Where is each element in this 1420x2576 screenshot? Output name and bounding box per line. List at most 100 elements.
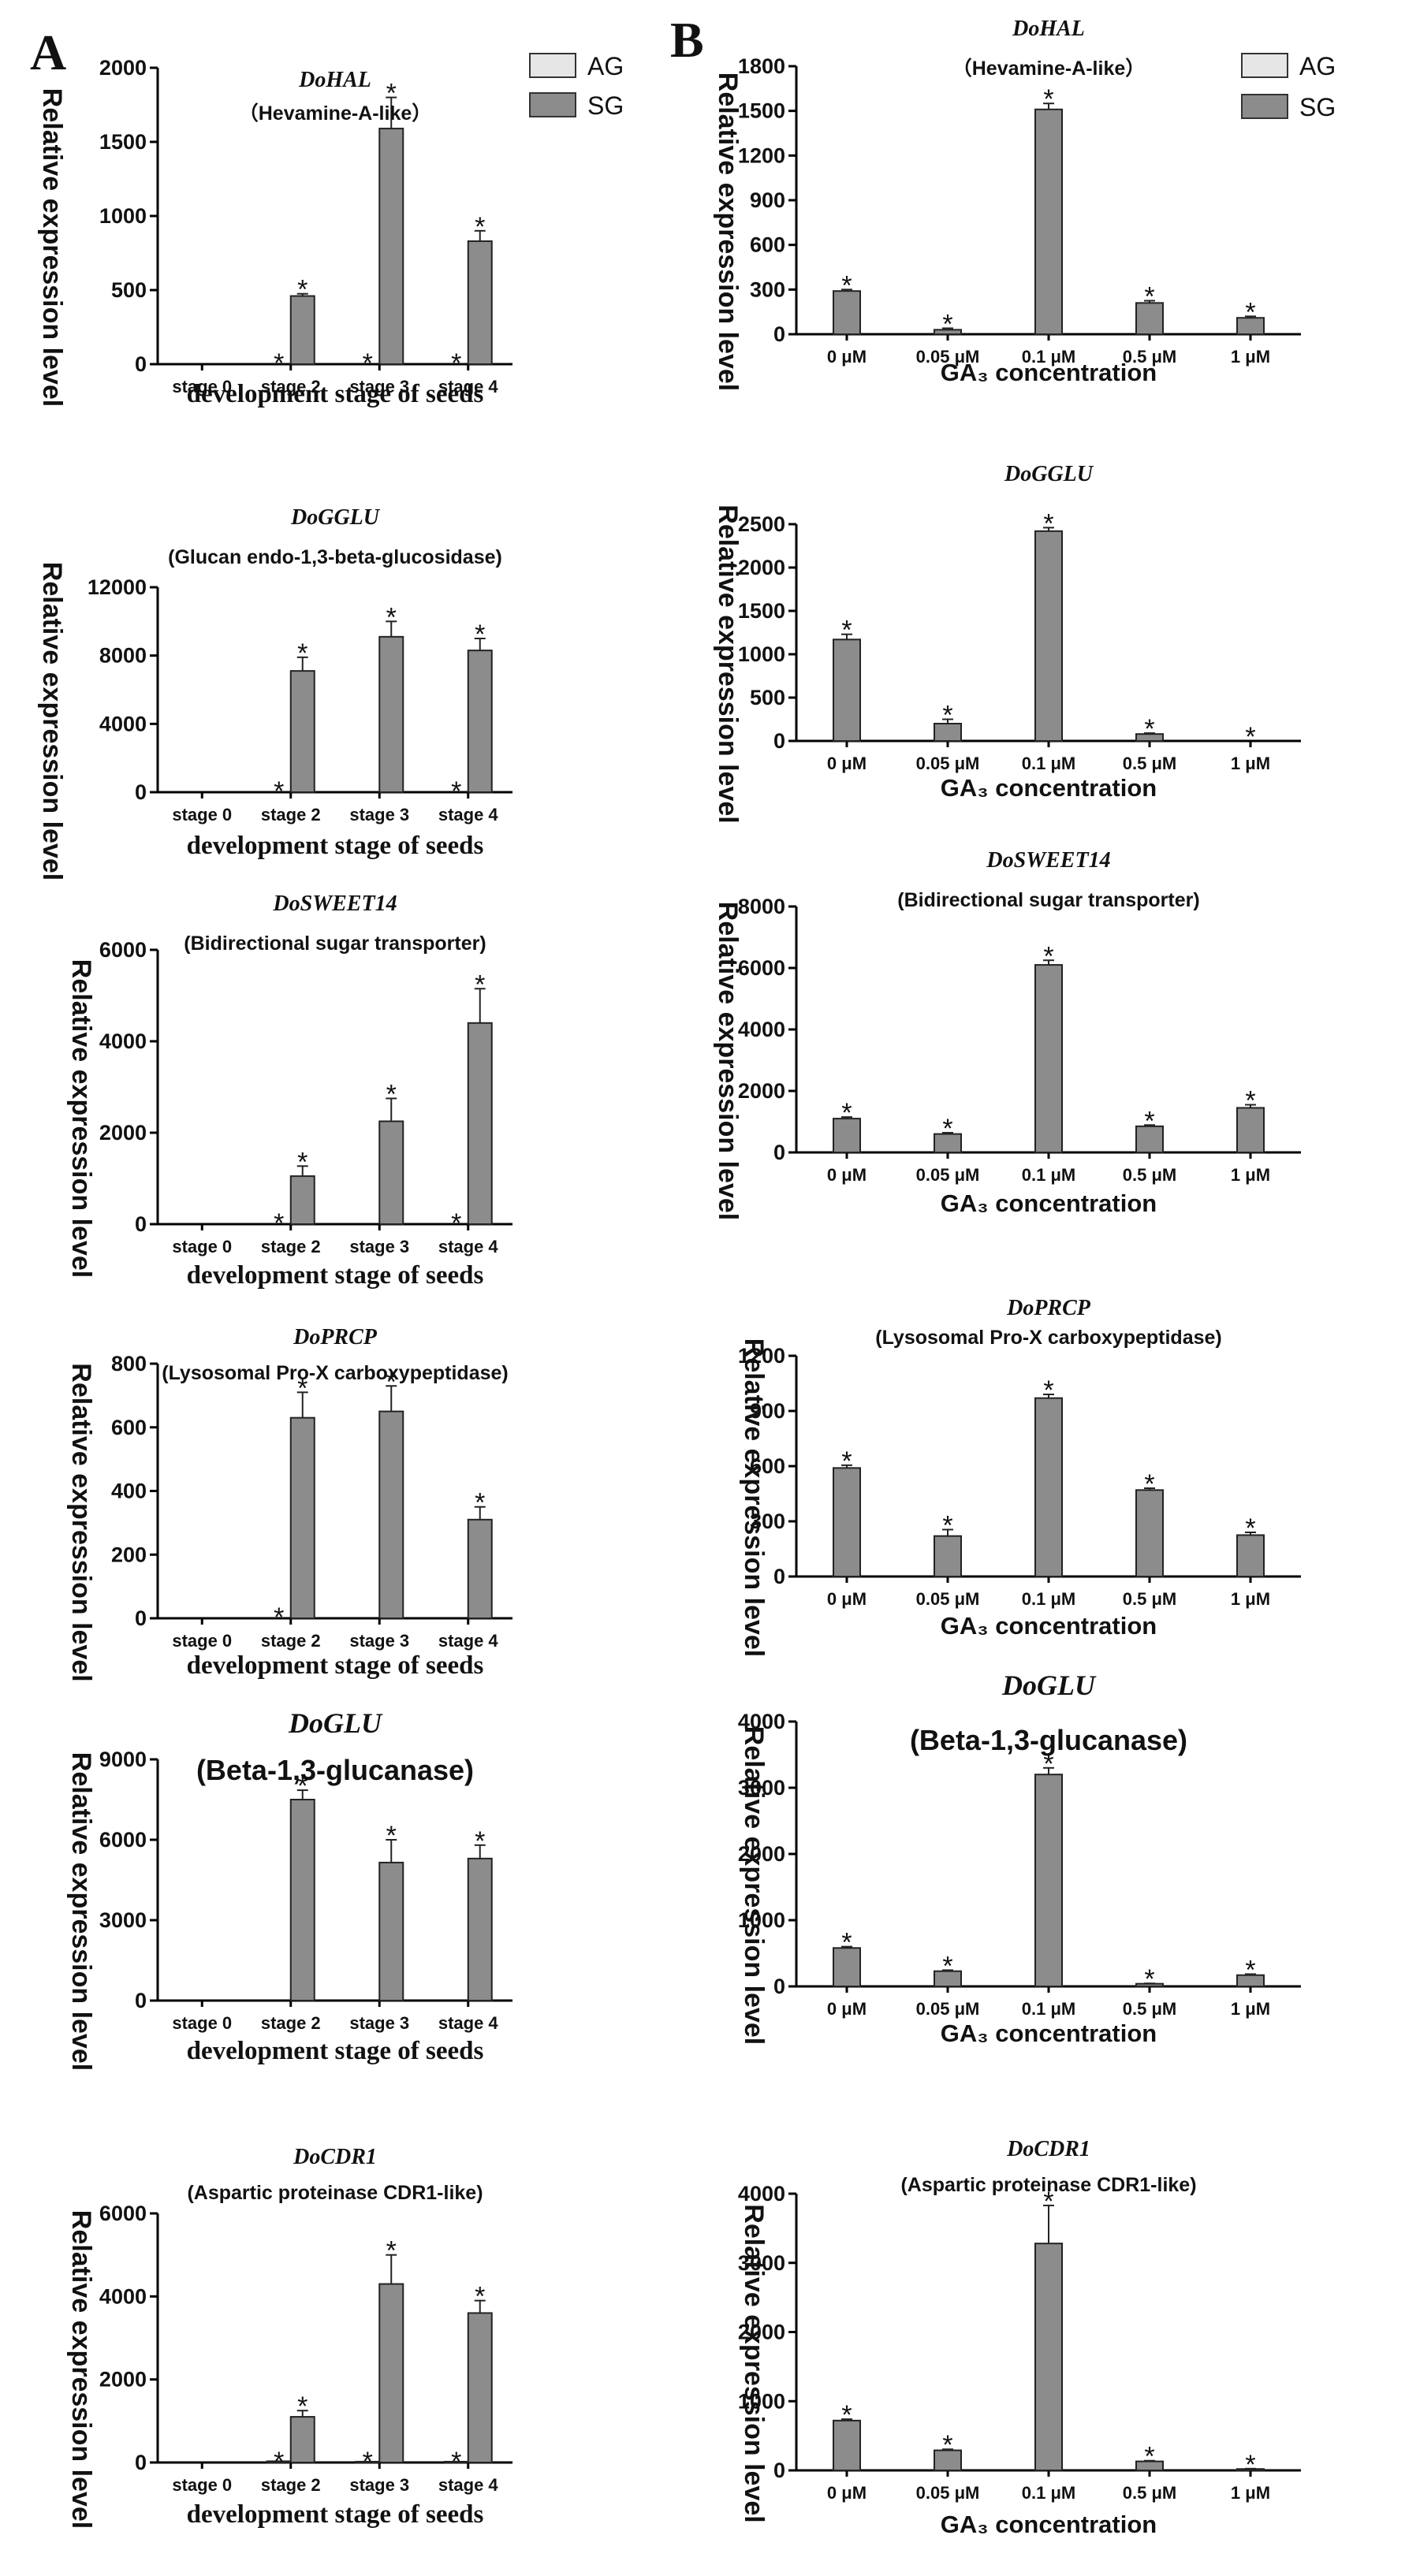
gene-title: DoGGLU xyxy=(1004,462,1094,486)
x-axis-label: development stage of seeds xyxy=(187,2037,484,2065)
significance-star: * xyxy=(386,602,397,632)
gene-title: DoSWEET14 xyxy=(986,848,1110,873)
significance-star: * xyxy=(475,1488,485,1518)
chart-a4: 0 200 400 600 800 stage 0 stage 2 stage 3 stage … xyxy=(66,1325,512,1682)
significance-star: * xyxy=(841,1928,852,1958)
significance-star: * xyxy=(1245,297,1255,327)
significance-star: * xyxy=(274,1603,284,1632)
y-tick-label: 500 xyxy=(750,686,785,709)
y-tick-label: 4000 xyxy=(738,1710,785,1733)
legend-swatch-sg xyxy=(529,92,576,117)
x-axis-label: GA₃ concentration xyxy=(941,1189,1157,1217)
significance-star: * xyxy=(297,1373,307,1403)
y-tick-label: 4000 xyxy=(99,1029,147,1053)
chart-a1: 0 500 1000 1500 2000 stage 0 stage 2 stage 3 sta… xyxy=(37,56,512,408)
y-tick-label: 500 xyxy=(111,278,147,302)
x-tick-label: stage 0 xyxy=(172,1237,232,1256)
x-tick-label: stage 4 xyxy=(438,2013,499,2033)
x-tick-label: 0.5 μM xyxy=(1123,1999,1176,2019)
significance-star: * xyxy=(1043,84,1053,114)
x-tick-label: stage 3 xyxy=(349,2013,409,2033)
y-tick-label: 0 xyxy=(135,352,147,376)
x-tick-label: stage 4 xyxy=(438,377,499,396)
y-tick-label: 0 xyxy=(773,1141,785,1164)
y-tick-label: 400 xyxy=(111,1480,147,1503)
bar-sg xyxy=(289,295,315,365)
x-tick-label: stage 3 xyxy=(349,2475,409,2495)
chart-a3: 0 2000 4000 6000 stage 0 stage 2 stage 3 stage … xyxy=(66,892,512,1290)
y-tick-label: 8000 xyxy=(738,895,785,918)
x-tick-label: 1 μM xyxy=(1231,1589,1270,1609)
x-tick-label: 0.05 μM xyxy=(916,2483,980,2503)
y-tick-label: 4000 xyxy=(738,1018,785,1041)
x-tick-label: 0.05 μM xyxy=(916,754,980,773)
y-tick-label: 9000 xyxy=(99,1748,147,1771)
y-tick-label: 3000 xyxy=(99,1908,147,1932)
significance-star: * xyxy=(1245,2450,1255,2480)
protein-subtitle: (Beta-1,3-glucanase) xyxy=(910,1724,1187,1756)
x-tick-label: stage 0 xyxy=(172,1631,232,1651)
bar-sg xyxy=(378,1410,404,1619)
legend-label-sg: SG xyxy=(587,91,624,120)
y-tick-label: 0 xyxy=(135,1606,147,1630)
bar-sg xyxy=(1135,302,1164,336)
bar-sg xyxy=(833,1118,861,1153)
protein-subtitle: (Bidirectional sugar transporter) xyxy=(897,889,1199,911)
significance-star: * xyxy=(297,1771,307,1801)
significance-star: * xyxy=(1245,1086,1255,1116)
y-tick-label: 2000 xyxy=(99,1121,147,1145)
y-axis-label: Relative expression level xyxy=(739,1726,769,2045)
x-tick-label: stage 0 xyxy=(172,2475,232,2495)
significance-star: * xyxy=(841,616,852,646)
x-tick-label: stage 0 xyxy=(172,805,232,825)
x-tick-label: stage 2 xyxy=(261,377,321,396)
y-tick-label: 2000 xyxy=(738,1079,785,1103)
significance-star: * xyxy=(1043,508,1053,538)
x-tick-label: stage 3 xyxy=(349,805,409,825)
x-tick-label: 0.05 μM xyxy=(916,1589,980,1609)
legend-swatch-sg-b xyxy=(1241,94,1288,119)
chart-a6: 0 2000 4000 6000 stage 0 stage 2 stage 3 stage … xyxy=(66,2145,512,2529)
y-tick-label: 2500 xyxy=(738,512,785,536)
x-axis-label: development stage of seeds xyxy=(187,1651,484,1680)
protein-subtitle: (Aspartic proteinase CDR1-like) xyxy=(187,2182,483,2204)
y-tick-label: 0 xyxy=(135,2451,147,2474)
x-tick-label: stage 3 xyxy=(349,377,409,396)
significance-star: * xyxy=(942,1511,952,1541)
y-tick-label: 2000 xyxy=(738,2321,785,2344)
significance-star: * xyxy=(475,212,485,242)
x-tick-label: stage 3 xyxy=(349,1631,409,1651)
gene-title: DoSWEET14 xyxy=(272,892,397,916)
bar-sg xyxy=(467,1518,493,1620)
y-tick-label: 3000 xyxy=(738,2251,785,2275)
bar-sg xyxy=(1034,1397,1063,1577)
bar-sg xyxy=(289,1175,315,1225)
x-axis-label: GA₃ concentration xyxy=(941,774,1157,802)
significance-star: * xyxy=(475,620,485,650)
significance-star: * xyxy=(475,970,485,1000)
significance-star: * xyxy=(386,2236,397,2266)
y-tick-label: 0 xyxy=(135,780,147,804)
significance-star: * xyxy=(297,275,307,305)
significance-star: * xyxy=(841,1446,852,1476)
y-tick-label: 1200 xyxy=(738,1344,785,1368)
protein-subtitle: (Lysosomal Pro-X carboxypeptidase) xyxy=(875,1327,1221,1349)
x-tick-label: stage 4 xyxy=(438,2475,499,2495)
bar-sg xyxy=(1034,1774,1063,1987)
y-axis-label: Relative expression level xyxy=(739,1338,769,1657)
significance-star: * xyxy=(274,2447,284,2477)
y-tick-label: 200 xyxy=(111,1543,147,1566)
y-tick-label: 12000 xyxy=(88,575,147,599)
x-tick-label: stage 2 xyxy=(261,1631,321,1651)
significance-star: * xyxy=(1043,941,1053,971)
chart-b4: 0 300 600 900 1200 0 μM 0.05 μM 0.1 μM 0.5 μM 1 μ… xyxy=(738,1296,1301,1657)
panel-b-label: B xyxy=(670,12,704,68)
x-tick-label: 0.5 μM xyxy=(1123,1165,1176,1185)
x-tick-label: 0 μM xyxy=(827,347,867,367)
protein-subtitle: (Glucan endo-1,3-beta-glucosidase) xyxy=(168,546,502,568)
y-tick-label: 1000 xyxy=(99,204,147,228)
legend-swatch-ag xyxy=(529,53,576,78)
x-axis-label: development stage of seeds xyxy=(187,1261,484,1290)
x-tick-label: 0.5 μM xyxy=(1123,1589,1176,1609)
bar-sg xyxy=(289,670,315,794)
